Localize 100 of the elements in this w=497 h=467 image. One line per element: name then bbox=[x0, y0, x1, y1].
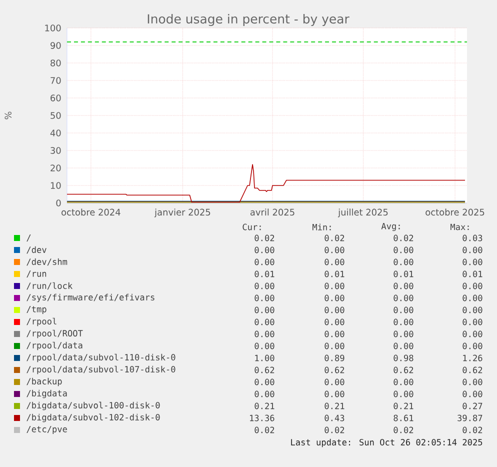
text: 0.00 bbox=[394, 342, 414, 350]
text: 0.00 bbox=[462, 330, 482, 338]
legend-label: /rpool/data/subvol-107-disk-0 bbox=[26, 366, 176, 374]
text: 0.62 bbox=[324, 366, 344, 374]
text: 0.00 bbox=[394, 330, 414, 338]
text: 0.00 bbox=[254, 330, 274, 338]
legend-label: /rpool/data bbox=[26, 342, 82, 350]
text: 0.02 bbox=[324, 426, 344, 434]
legend-label: /rpool bbox=[26, 318, 56, 326]
text: Min: bbox=[312, 224, 331, 230]
y-tick-label: 30 bbox=[50, 147, 61, 154]
y-tick-label: 40 bbox=[50, 130, 61, 136]
text: 0.00 bbox=[394, 246, 414, 254]
text: 0.00 bbox=[394, 318, 414, 326]
text: 0.00 bbox=[394, 282, 414, 290]
text: 0.00 bbox=[254, 378, 274, 386]
y-tick-label: 60 bbox=[50, 94, 61, 102]
text: 0.01 bbox=[462, 270, 482, 278]
text: 0.43 bbox=[324, 414, 344, 422]
text: 1.26 bbox=[463, 354, 482, 362]
legend-label: /run/lock bbox=[26, 282, 72, 290]
text: 0.98 bbox=[394, 354, 414, 362]
text: 0.62 bbox=[394, 366, 414, 374]
y-tick-label: 90 bbox=[50, 42, 61, 49]
text: 0.00 bbox=[394, 390, 414, 398]
text: 13.36 bbox=[250, 414, 274, 422]
legend-label: /bigdata bbox=[26, 390, 67, 398]
legend-label: /bigdata/subvol-100-disk-0 bbox=[26, 402, 160, 410]
y-tick-label: 70 bbox=[50, 77, 61, 84]
text: 0.00 bbox=[462, 318, 482, 326]
y-tick-label: 50 bbox=[50, 112, 61, 119]
y-tick-label: 100 bbox=[45, 24, 61, 32]
text: 0.03 bbox=[462, 234, 482, 242]
text: 0.00 bbox=[324, 378, 344, 386]
legend-label: / bbox=[26, 234, 31, 242]
x-tick-label: juillet 2025 bbox=[338, 208, 388, 218]
legend-label: /rpool/data/subvol-110-disk-0 bbox=[26, 354, 176, 362]
text: 0.00 bbox=[394, 378, 414, 386]
text: Avg: bbox=[381, 222, 400, 232]
text: 0.00 bbox=[394, 306, 414, 314]
text: 0.02 bbox=[324, 234, 344, 242]
text: 0.00 bbox=[394, 294, 414, 302]
text: Last update: Sun Oct 26 02:05:14 2025 bbox=[291, 438, 482, 448]
chart-title: Inode usage in percent - by year bbox=[148, 14, 350, 26]
text: 0.00 bbox=[324, 318, 344, 326]
legend-label: /bigdata/subvol-102-disk-0 bbox=[26, 414, 160, 422]
text: 0.00 bbox=[254, 306, 274, 314]
x-tick-label: janvier 2025 bbox=[154, 208, 210, 218]
text: 0.00 bbox=[324, 330, 344, 338]
text: 0.00 bbox=[254, 318, 274, 326]
text: 0.00 bbox=[254, 390, 274, 398]
x-tick-label: octobre 2024 bbox=[62, 208, 120, 216]
text: 0.21 bbox=[324, 402, 344, 410]
text: 0.01 bbox=[254, 270, 274, 278]
text: 0.02 bbox=[394, 234, 414, 242]
text: 0.00 bbox=[462, 294, 482, 302]
text: 0.00 bbox=[254, 282, 274, 290]
text: 0.89 bbox=[324, 354, 344, 362]
x-tick-label: octobre 2025 bbox=[426, 208, 484, 216]
text: 0.00 bbox=[462, 306, 482, 314]
text: 0.01 bbox=[394, 270, 414, 278]
text: 0.00 bbox=[394, 258, 414, 266]
y-tick-label: 80 bbox=[50, 60, 61, 66]
legend-label: /backup bbox=[26, 378, 62, 386]
y-tick-label: 10 bbox=[50, 182, 61, 189]
text: 0.02 bbox=[394, 426, 414, 434]
text: 8.61 bbox=[394, 414, 414, 422]
text: 0.00 bbox=[324, 258, 344, 266]
text: 0.02 bbox=[462, 426, 482, 434]
legend-label: /run bbox=[26, 270, 46, 278]
x-tick-label: avril 2025 bbox=[250, 208, 294, 216]
text: 0.00 bbox=[254, 246, 274, 254]
text: 0.00 bbox=[324, 342, 344, 350]
legend-label: /etc/pve bbox=[26, 426, 67, 434]
text: 0.00 bbox=[254, 258, 274, 266]
text: 0.02 bbox=[254, 234, 274, 242]
text: 0.27 bbox=[462, 402, 482, 410]
text: 0.00 bbox=[324, 390, 344, 398]
text: 0.00 bbox=[462, 258, 482, 266]
text: 0.00 bbox=[462, 390, 482, 398]
text: 0.01 bbox=[324, 270, 344, 278]
y-tick-label: 20 bbox=[50, 164, 61, 172]
y-tick-label: 0 bbox=[56, 200, 61, 206]
text: 0.02 bbox=[254, 426, 274, 434]
legend-label: /tmp bbox=[26, 306, 46, 314]
text: 39.87 bbox=[458, 414, 482, 422]
text: 0.00 bbox=[462, 246, 482, 254]
text: 0.21 bbox=[394, 402, 414, 410]
text: Cur: bbox=[242, 224, 261, 230]
text: 0.00 bbox=[324, 282, 344, 290]
text: 0.62 bbox=[254, 366, 274, 374]
legend-label: /dev/shm bbox=[26, 258, 68, 266]
text: 0.00 bbox=[254, 342, 274, 350]
text: 0.00 bbox=[462, 342, 482, 350]
text: 0.62 bbox=[462, 366, 482, 374]
legend-label: /dev bbox=[26, 246, 46, 254]
text: 0.21 bbox=[254, 402, 274, 410]
text: 0.00 bbox=[324, 306, 344, 314]
legend-label: /rpool/ROOT bbox=[26, 330, 83, 338]
text: 0.00 bbox=[324, 294, 344, 302]
